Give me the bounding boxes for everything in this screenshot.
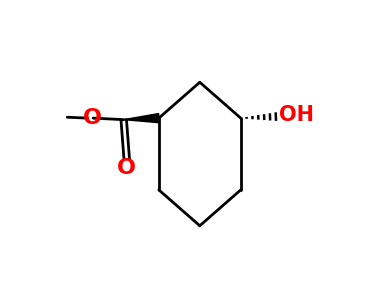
Polygon shape bbox=[124, 114, 159, 123]
Text: O: O bbox=[117, 158, 136, 178]
Text: OH: OH bbox=[279, 105, 314, 125]
Text: O: O bbox=[83, 108, 102, 128]
